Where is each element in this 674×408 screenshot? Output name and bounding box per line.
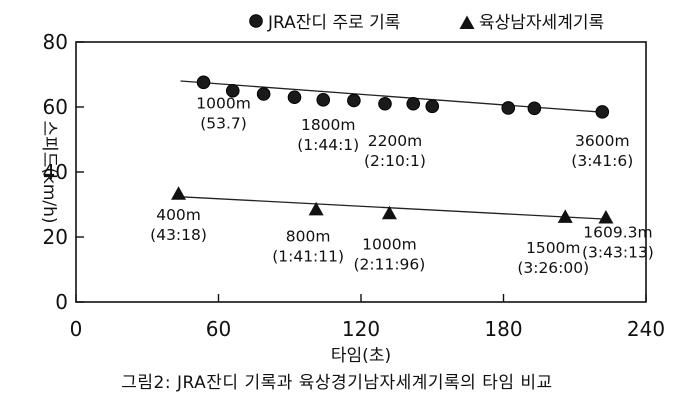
- world-data-point: [308, 201, 324, 216]
- y-tick-label: 80: [43, 30, 68, 54]
- world-point-sublabel: (2:11:96): [353, 255, 425, 273]
- world-point-label: 1609.3m: [583, 224, 652, 242]
- y-axis-label: 스피드(km/h): [39, 120, 59, 223]
- jra-data-point: [406, 96, 421, 111]
- jra-point-label: 2200m: [368, 132, 423, 150]
- jra-data-point: [196, 75, 211, 90]
- jra-data-point: [527, 101, 542, 116]
- jra-point-sublabel: (53.7): [200, 114, 247, 132]
- jra-data-point: [501, 101, 516, 115]
- jra-data-point: [595, 105, 610, 119]
- jra-data-point: [225, 83, 240, 98]
- world-data-point: [171, 186, 187, 200]
- world-point-label: 400m: [156, 206, 201, 224]
- x-tick-label: 0: [70, 317, 83, 341]
- jra-data-point: [425, 99, 440, 114]
- figure-caption: 그림2: JRA잔디 기록과 육상경기남자세계기록의 타임 비교: [121, 373, 553, 393]
- world-point-sublabel: (43:18): [150, 226, 207, 244]
- jra-point-label: 3600m: [575, 132, 630, 150]
- world-point-label: 800m: [286, 227, 331, 245]
- world-point-label: 1500m: [526, 239, 581, 257]
- jra-data-point: [378, 96, 392, 111]
- jra-point-sublabel: (2:10:1): [364, 152, 426, 170]
- jra-data-point: [316, 93, 331, 107]
- y-tick-label: 0: [55, 290, 68, 314]
- y-tick-label: 40: [43, 160, 68, 184]
- world-trend-line: [178, 196, 606, 220]
- y-tick-label: 60: [43, 95, 68, 119]
- world-data-point: [557, 209, 573, 223]
- jra-data-point: [287, 90, 302, 105]
- legend-world-marker: [459, 15, 475, 29]
- x-tick-label: 240: [627, 317, 665, 341]
- jra-point-label: 1800m: [301, 116, 356, 134]
- world-data-point: [381, 205, 397, 220]
- x-tick-label: 60: [206, 317, 231, 341]
- world-data-point: [598, 210, 614, 224]
- jra-point-sublabel: (1:44:1): [297, 136, 359, 154]
- x-axis-label: 타임(초): [331, 346, 391, 366]
- legend-world-label: 육상남자세계기록: [479, 13, 604, 33]
- jra-data-point: [256, 87, 271, 101]
- jra-point-label: 1000m: [196, 94, 251, 112]
- jra-point-sublabel: (3:41:6): [571, 152, 633, 170]
- legend-jra-label: JRA잔디 주로 기록: [267, 13, 400, 33]
- y-tick-label: 20: [43, 225, 68, 249]
- x-tick-label: 120: [342, 317, 380, 341]
- x-tick-label: 180: [484, 317, 522, 341]
- world-point-sublabel: (3:26:00): [517, 259, 589, 277]
- world-point-label: 1000m: [362, 235, 417, 253]
- jra-data-point: [347, 93, 361, 108]
- world-point-sublabel: (1:41:11): [272, 247, 344, 265]
- legend-jra-marker: [249, 14, 263, 28]
- world-point-sublabel: (3:43:13): [582, 244, 654, 262]
